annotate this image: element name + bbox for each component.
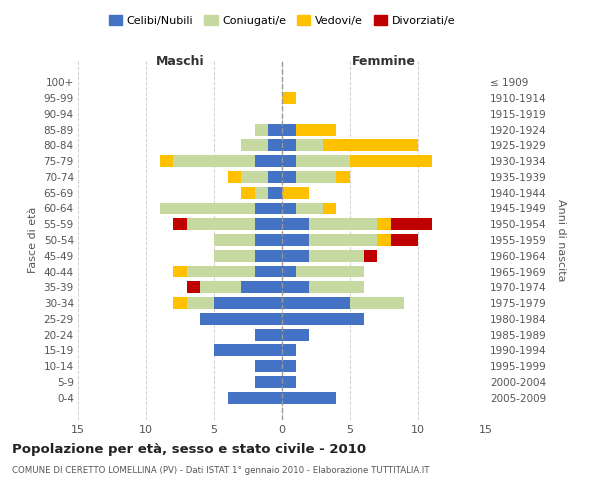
- Text: Femmine: Femmine: [352, 55, 416, 68]
- Bar: [200, 282, 241, 293]
- Text: COMUNE DI CERETTO LOMELLINA (PV) - Dati ISTAT 1° gennaio 2010 - Elaborazione TUT: COMUNE DI CERETTO LOMELLINA (PV) - Dati …: [12, 466, 430, 475]
- Bar: [282, 344, 296, 356]
- Bar: [255, 155, 282, 167]
- Bar: [255, 328, 282, 340]
- Bar: [282, 266, 296, 278]
- Bar: [227, 171, 241, 183]
- Bar: [173, 297, 187, 309]
- Bar: [187, 297, 214, 309]
- Bar: [173, 266, 187, 278]
- Bar: [391, 218, 431, 230]
- Bar: [296, 140, 323, 151]
- Legend: Celibi/Nubili, Coniugati/e, Vedovi/e, Divorziati/e: Celibi/Nubili, Coniugati/e, Vedovi/e, Di…: [104, 10, 460, 30]
- Bar: [391, 234, 418, 246]
- Bar: [282, 313, 364, 325]
- Bar: [255, 234, 282, 246]
- Bar: [255, 266, 282, 278]
- Bar: [241, 171, 268, 183]
- Bar: [255, 360, 282, 372]
- Bar: [282, 392, 337, 404]
- Bar: [241, 187, 255, 198]
- Bar: [282, 187, 309, 198]
- Y-axis label: Fasce di età: Fasce di età: [28, 207, 38, 273]
- Bar: [282, 92, 296, 104]
- Bar: [268, 171, 282, 183]
- Bar: [282, 202, 296, 214]
- Bar: [255, 376, 282, 388]
- Bar: [214, 297, 282, 309]
- Bar: [296, 124, 337, 136]
- Bar: [282, 376, 296, 388]
- Bar: [296, 202, 323, 214]
- Bar: [255, 218, 282, 230]
- Bar: [255, 250, 282, 262]
- Bar: [282, 328, 309, 340]
- Bar: [309, 234, 377, 246]
- Bar: [296, 155, 350, 167]
- Bar: [282, 155, 296, 167]
- Bar: [296, 266, 364, 278]
- Bar: [337, 171, 350, 183]
- Bar: [227, 392, 282, 404]
- Bar: [214, 234, 255, 246]
- Bar: [309, 218, 377, 230]
- Bar: [364, 250, 377, 262]
- Bar: [214, 250, 255, 262]
- Bar: [187, 266, 255, 278]
- Bar: [309, 282, 364, 293]
- Bar: [282, 171, 296, 183]
- Bar: [268, 140, 282, 151]
- Bar: [282, 124, 296, 136]
- Bar: [241, 282, 282, 293]
- Bar: [160, 155, 173, 167]
- Bar: [255, 124, 268, 136]
- Bar: [173, 155, 255, 167]
- Bar: [323, 140, 418, 151]
- Bar: [323, 202, 337, 214]
- Bar: [268, 187, 282, 198]
- Bar: [282, 297, 350, 309]
- Bar: [160, 202, 255, 214]
- Bar: [187, 282, 200, 293]
- Bar: [282, 234, 309, 246]
- Bar: [377, 234, 391, 246]
- Text: Maschi: Maschi: [155, 55, 205, 68]
- Bar: [282, 218, 309, 230]
- Bar: [187, 218, 255, 230]
- Bar: [200, 313, 282, 325]
- Bar: [255, 187, 268, 198]
- Bar: [241, 140, 268, 151]
- Bar: [377, 218, 391, 230]
- Text: Popolazione per età, sesso e stato civile - 2010: Popolazione per età, sesso e stato civil…: [12, 442, 366, 456]
- Bar: [282, 250, 309, 262]
- Bar: [173, 218, 187, 230]
- Bar: [268, 124, 282, 136]
- Bar: [282, 282, 309, 293]
- Bar: [350, 155, 431, 167]
- Bar: [282, 360, 296, 372]
- Y-axis label: Anni di nascita: Anni di nascita: [556, 198, 566, 281]
- Bar: [214, 344, 282, 356]
- Bar: [296, 171, 337, 183]
- Bar: [255, 202, 282, 214]
- Bar: [282, 140, 296, 151]
- Bar: [350, 297, 404, 309]
- Bar: [309, 250, 364, 262]
